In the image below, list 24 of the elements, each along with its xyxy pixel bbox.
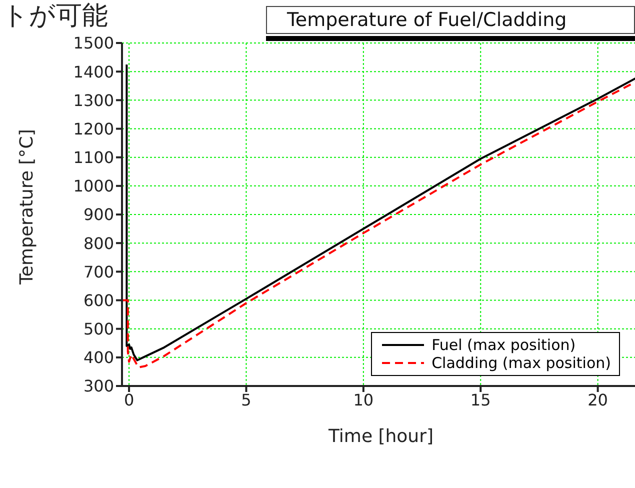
x-axis-title: Time [hour] [327, 426, 434, 447]
y-tick-label: 1200 [73, 119, 114, 138]
y-tick-label: 300 [83, 376, 114, 396]
y-tick-label: 1400 [73, 62, 114, 82]
x-tick-label: 20 [588, 390, 608, 410]
y-tick-label: 500 [83, 320, 114, 339]
y-tick-label: 800 [83, 234, 114, 253]
x-tick-label: 5 [241, 390, 252, 410]
legend-label: Fuel (max position) [432, 336, 576, 354]
y-tick-label: 400 [83, 348, 114, 368]
y-tick-label: 1000 [73, 176, 114, 196]
y-tick-label: 600 [83, 290, 114, 310]
y-axis-title: Temperature [°C] [16, 129, 38, 286]
legend-label: Cladding (max position) [432, 354, 611, 372]
y-tick-label: 1100 [73, 148, 114, 168]
y-tick-label: 1300 [73, 90, 114, 110]
y-tick-label: 900 [83, 205, 114, 224]
y-tick-label: 700 [83, 262, 114, 282]
x-tick-label: 0 [124, 390, 134, 410]
x-tick-label: 15 [470, 390, 491, 410]
x-tick-label: 10 [353, 390, 374, 410]
y-tick-label: 1500 [73, 34, 114, 53]
text: トが可能 [2, 0, 108, 32]
chart-title: Temperature of Fuel/Cladding [266, 6, 635, 34]
